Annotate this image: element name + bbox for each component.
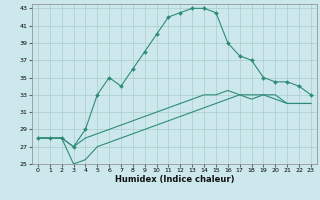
X-axis label: Humidex (Indice chaleur): Humidex (Indice chaleur): [115, 175, 234, 184]
